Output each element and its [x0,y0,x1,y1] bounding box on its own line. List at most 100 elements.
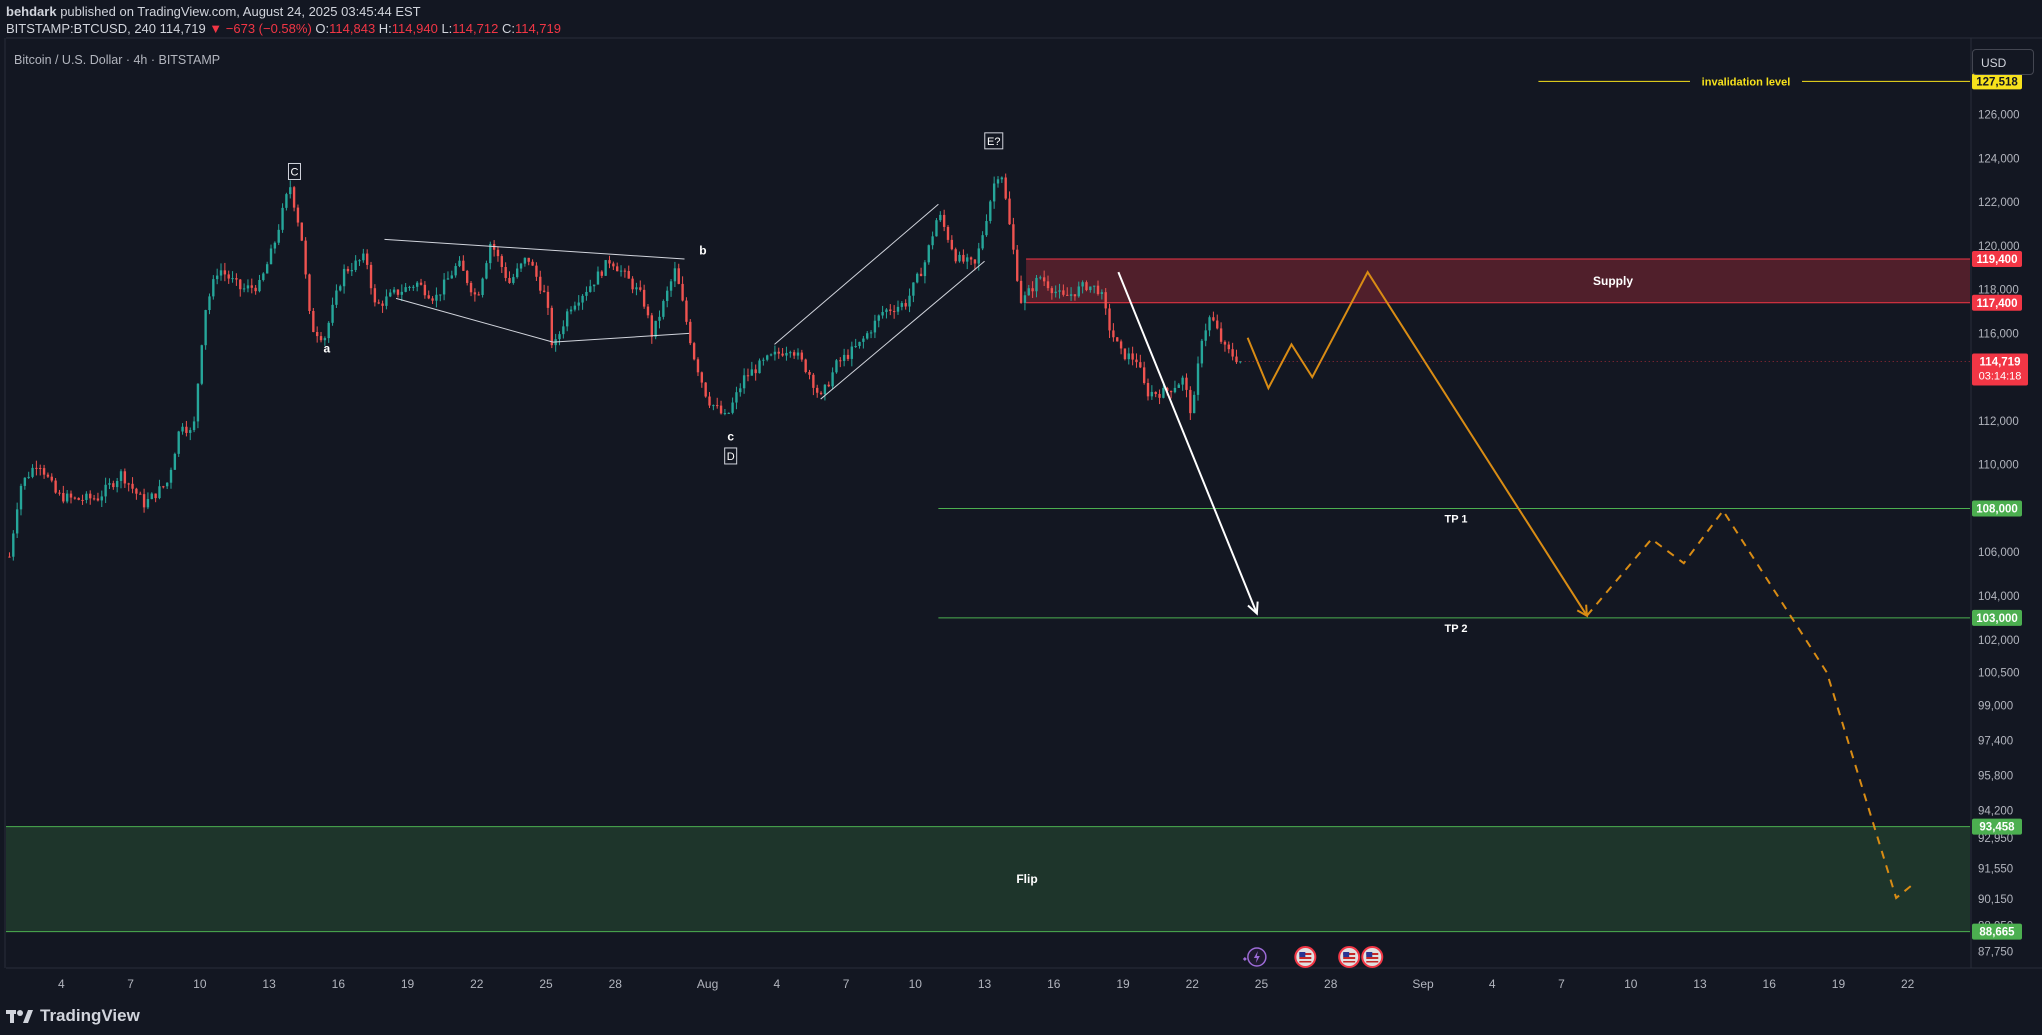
candle [200,344,203,386]
close-label: C: [501,21,515,36]
candle-body [819,392,823,395]
candle [939,211,942,223]
candle-body [481,278,484,295]
candle [1196,356,1200,401]
candle-body [1219,328,1223,342]
candle [1039,275,1042,280]
candle-body [1139,362,1142,368]
price-tick-label: 91,550 [1978,863,2013,875]
candle-body [269,248,273,265]
candle-body [650,315,654,337]
candle-body [742,375,746,389]
candle [1135,353,1138,368]
candle [973,259,977,271]
candle [27,471,30,479]
candle [1123,348,1127,361]
candle-body [504,267,507,278]
candle-body [931,236,934,246]
candle [415,280,419,292]
wave-label: c [727,429,734,443]
candle-body [1173,387,1177,393]
candle [935,218,938,237]
candle [185,420,188,437]
candle [1046,275,1050,291]
price-tick-label: 120,000 [1978,241,2020,253]
icon-stripe [1343,957,1356,959]
candle-body [162,486,165,488]
candle [469,280,473,297]
candle-body [966,257,969,262]
candle-body [196,383,200,422]
low-label: L: [441,21,453,36]
candle-body [62,492,65,502]
candle [739,383,742,397]
candle-body [1077,286,1080,297]
candle-body [400,291,403,295]
candle-body [1035,277,1038,292]
zone-bottom-badge: 88,665 [1972,923,2022,940]
candle [246,279,250,293]
candle-body [404,287,407,292]
candle [1027,284,1030,296]
candle [1239,361,1242,364]
candle [781,348,784,357]
candle-body [692,343,696,360]
candle-body [119,471,123,481]
time-tick-label: 28 [1324,977,1338,991]
candle-body [273,242,277,249]
author-name[interactable]: behdark [6,4,57,19]
tradingview-logo[interactable]: TradingView [6,1006,140,1026]
level-label: TP 2 [1444,623,1467,635]
wave-label: E? [987,136,1000,148]
candle [373,284,377,307]
candle-body [1158,393,1161,398]
candle-body [204,310,207,346]
candle [223,262,227,282]
candle-body [173,453,177,470]
candle-body [215,275,219,280]
candle [1146,378,1150,401]
candle-body [1112,330,1115,338]
wave-label: b [699,243,706,257]
candle-body [908,295,911,307]
candle-body [600,271,604,276]
candle-body [219,270,223,276]
open-value: 114,843 [329,21,376,36]
candle-body [731,402,734,413]
candle-body [165,482,169,487]
candle-body [839,360,842,362]
candle [958,251,961,263]
candle-body [73,497,77,499]
candle [604,259,607,276]
candle-body [850,346,854,359]
candle-body [669,281,673,291]
candle-body [754,369,757,374]
candle-body [446,278,450,280]
published-text: published on TradingView.com, August 24,… [60,4,421,19]
price-axis: 128,000126,000124,000122,000120,000118,0… [1972,66,2028,959]
icon-canton [1299,952,1306,957]
candle-body [812,374,815,388]
candle [265,261,269,274]
candle-body [489,244,492,264]
candle-body [235,278,238,280]
candle-body [800,352,804,360]
candle-body [381,303,384,306]
candle-body [512,277,515,283]
candle [523,257,527,267]
candle-body [700,372,704,383]
candle [50,473,53,483]
projection-dashed [1586,508,1913,900]
candle [1158,389,1161,405]
projection-path-orange [1246,270,1913,900]
candle-body [846,354,850,359]
candle-body [335,290,338,305]
candle [119,469,123,489]
candle-body [1235,356,1238,363]
currency-button[interactable]: USD [1972,49,2034,75]
candle-body [1027,288,1030,296]
candle [750,361,754,376]
candle [892,305,896,319]
candle-body [892,311,896,313]
